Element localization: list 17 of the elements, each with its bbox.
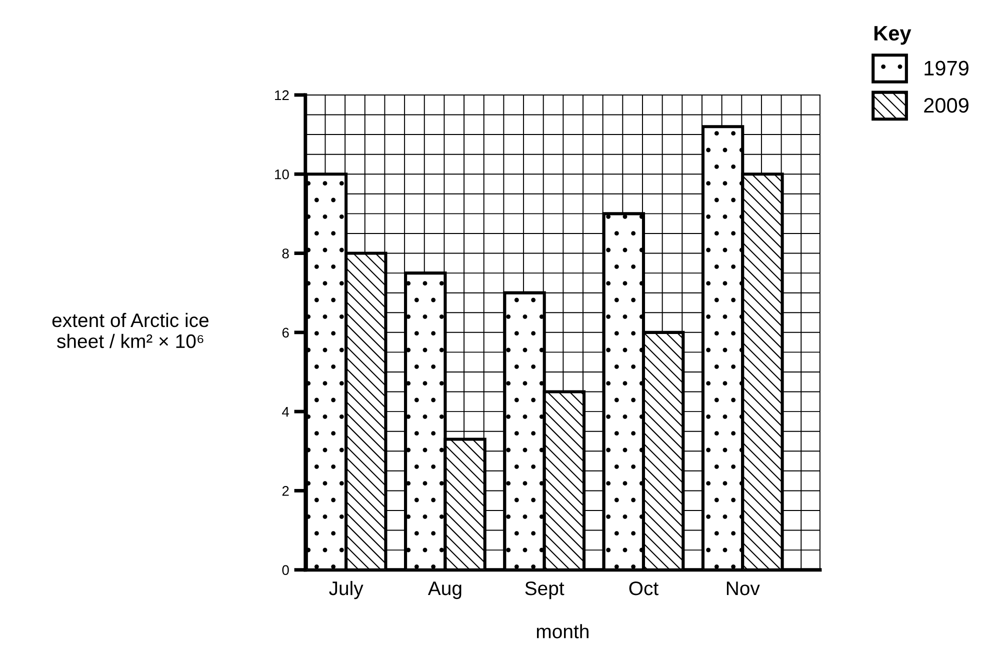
legend-label: 1979 bbox=[924, 60, 968, 76]
y-tick-label: 2 bbox=[282, 486, 289, 496]
legend-label: 2009 bbox=[924, 98, 968, 113]
x-axis-title: month bbox=[536, 624, 588, 638]
x-tick-label: Nov bbox=[726, 582, 760, 596]
legend-title: Key bbox=[874, 26, 912, 45]
y-tick-label: 4 bbox=[282, 407, 290, 417]
y-tick-label: 0 bbox=[282, 565, 289, 576]
y-tick-label: 8 bbox=[282, 248, 289, 258]
x-tick-label: July bbox=[329, 580, 364, 600]
x-tick-label: Aug bbox=[428, 582, 462, 600]
y-tick-label: 6 bbox=[282, 328, 289, 338]
y-tick-label: 12 bbox=[275, 90, 289, 100]
y-axis-title: extent of Arctic ice sheet / km² × 10⁶ bbox=[52, 312, 208, 348]
y-tick-label: 10 bbox=[275, 169, 289, 180]
x-tick-label: Oct bbox=[629, 581, 658, 596]
x-tick-label: Sept bbox=[525, 581, 564, 600]
